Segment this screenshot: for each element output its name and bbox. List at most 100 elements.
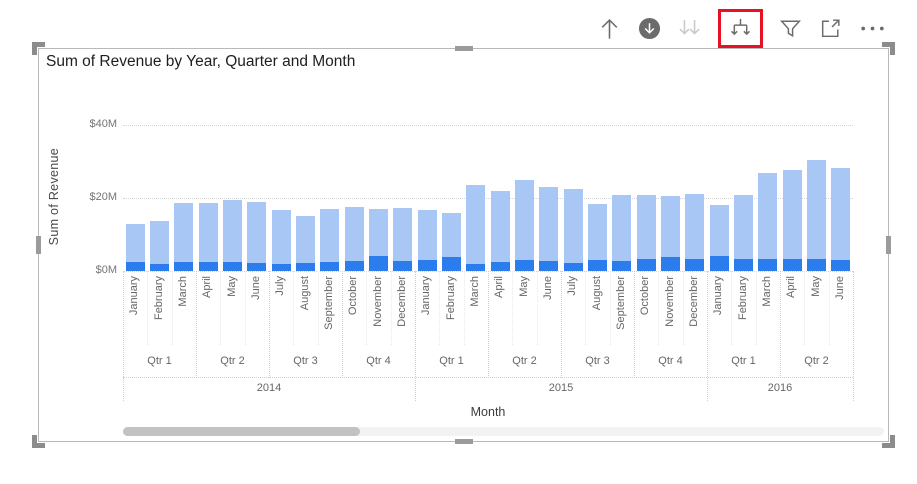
bar-base-segment	[588, 260, 607, 271]
bar-june-2016[interactable]	[831, 168, 851, 271]
expand-all-button[interactable]	[727, 15, 754, 42]
resize-handle-right[interactable]	[886, 236, 891, 254]
x-month-label: October	[347, 276, 360, 316]
month-separator	[804, 271, 806, 345]
month-separator	[293, 271, 295, 345]
bar-october-2014[interactable]	[344, 207, 364, 271]
x-month-label: November	[663, 276, 676, 327]
drill-up-button[interactable]	[596, 15, 623, 42]
x-month-label: November	[371, 276, 384, 327]
more-options-button[interactable]	[858, 16, 887, 41]
x-quarter-label: Qtr 1	[731, 355, 756, 367]
x-month-label: December	[687, 276, 700, 327]
x-month-label: August	[590, 276, 603, 311]
horizontal-scrollbar-thumb[interactable]	[123, 427, 360, 436]
bar-base-segment	[539, 261, 559, 271]
bar-march-2016[interactable]	[758, 173, 778, 271]
quarter-separator	[196, 271, 197, 378]
bar-base-segment	[831, 260, 851, 271]
bar-january-2016[interactable]	[709, 204, 729, 271]
bar-base-segment	[320, 261, 340, 271]
quarter-separator	[269, 271, 270, 378]
y-axis-title: Sum of Revenue	[47, 148, 61, 246]
bar-august-2014[interactable]	[296, 215, 315, 271]
quarter-separator	[780, 271, 781, 378]
month-separator	[731, 271, 733, 345]
x-month-label: March	[760, 276, 773, 307]
bar-base-segment	[393, 261, 413, 271]
resize-handle-bottom[interactable]	[454, 439, 473, 444]
bar-august-2015[interactable]	[588, 204, 607, 271]
bar-april-2014[interactable]	[198, 202, 218, 271]
y-tick-label: $0M	[95, 264, 117, 276]
bar-may-2015[interactable]	[515, 180, 534, 271]
bar-base-segment	[442, 257, 461, 271]
filter-icon	[780, 19, 801, 37]
bar-november-2014[interactable]	[369, 208, 388, 271]
x-month-label: February	[444, 276, 457, 321]
resize-handle-top-right[interactable]	[882, 42, 895, 55]
month-separator	[147, 271, 149, 345]
month-separator	[512, 271, 514, 345]
x-month-label: May	[809, 276, 822, 297]
focus-mode-button[interactable]	[818, 16, 843, 41]
bar-march-2014[interactable]	[174, 203, 194, 271]
drill-down-toggle-button[interactable]	[638, 17, 661, 40]
bar-november-2015[interactable]	[661, 195, 680, 271]
bar-march-2015[interactable]	[466, 184, 486, 271]
gridline	[123, 198, 853, 199]
filter-button[interactable]	[778, 16, 803, 41]
x-year-label: 2016	[767, 382, 793, 394]
x-month-label: August	[298, 276, 311, 311]
month-separator	[682, 271, 684, 345]
resize-handle-bottom-left[interactable]	[32, 435, 45, 448]
x-month-label: July	[566, 276, 579, 296]
bar-base-segment	[758, 259, 778, 271]
x-quarter-label: Qtr 2	[804, 355, 829, 367]
go-to-next-level-button[interactable]	[676, 15, 703, 42]
bar-base-segment	[661, 257, 680, 271]
x-quarter-label: Qtr 2	[220, 355, 245, 367]
bar-april-2015[interactable]	[490, 191, 510, 271]
expand-all-highlight-box	[718, 8, 763, 48]
quarter-separator	[342, 271, 343, 378]
bar-june-2015[interactable]	[539, 187, 559, 271]
bar-base-segment	[466, 263, 486, 271]
bar-february-2016[interactable]	[734, 195, 753, 271]
bar-may-2016[interactable]	[807, 159, 826, 271]
bar-july-2014[interactable]	[271, 210, 291, 271]
bar-september-2015[interactable]	[612, 194, 632, 271]
column-chart-visual[interactable]: Sum of Revenue by Year, Quarter and Mont…	[32, 42, 895, 448]
x-month-label: December	[395, 276, 408, 327]
bar-june-2014[interactable]	[247, 202, 267, 271]
bar-september-2014[interactable]	[320, 208, 340, 271]
resize-handle-top-left[interactable]	[32, 42, 45, 55]
bar-january-2015[interactable]	[417, 209, 437, 271]
bar-january-2014[interactable]	[125, 223, 145, 271]
x-axis-title: Month	[470, 405, 506, 419]
resize-handle-top[interactable]	[454, 46, 473, 51]
x-month-label: May	[517, 276, 530, 297]
bar-february-2015[interactable]	[442, 213, 461, 271]
focus-mode-icon	[821, 18, 840, 37]
drill-up-icon	[601, 18, 618, 39]
bar-july-2015[interactable]	[563, 189, 583, 271]
x-month-label: September	[322, 276, 335, 330]
bar-april-2016[interactable]	[782, 169, 802, 271]
x-month-label: March	[176, 276, 189, 307]
bar-base-segment	[807, 259, 826, 271]
month-separator	[755, 271, 757, 345]
resize-handle-left[interactable]	[36, 236, 41, 254]
bar-base-segment	[709, 256, 729, 271]
bar-base-segment	[417, 260, 437, 271]
bar-october-2015[interactable]	[636, 195, 656, 271]
bar-december-2015[interactable]	[685, 194, 705, 271]
bar-may-2014[interactable]	[223, 200, 242, 271]
bar-base-segment	[344, 261, 364, 271]
month-separator	[220, 271, 222, 345]
resize-handle-bottom-right[interactable]	[882, 435, 895, 448]
bar-december-2014[interactable]	[393, 207, 413, 271]
horizontal-scrollbar-track[interactable]	[123, 427, 884, 436]
quarter-separator	[561, 271, 562, 378]
bar-february-2014[interactable]	[150, 220, 169, 271]
